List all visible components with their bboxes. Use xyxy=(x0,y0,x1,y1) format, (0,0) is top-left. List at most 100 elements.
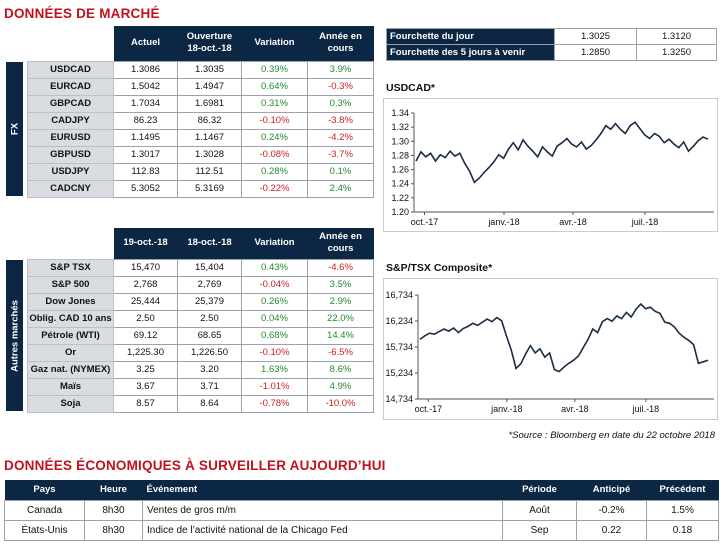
eco-pays: États-Unis xyxy=(4,520,85,541)
eco-header-anticipe: Anticipé xyxy=(576,480,647,501)
fx-ytd: -4.2% xyxy=(307,128,374,147)
fx-side-label: FX xyxy=(6,62,23,196)
source-note: *Source : Bloomberg en date du 22 octobr… xyxy=(508,430,715,441)
x-tick-label: avr.-18 xyxy=(561,404,589,414)
fx-var: -0.22% xyxy=(241,179,308,198)
other-cur: 25,444 xyxy=(113,292,178,311)
fx-var: 0.28% xyxy=(241,162,308,181)
other-row: S&P 500 2,768 2,769 -0.04% 3.5% xyxy=(27,275,374,294)
range-day-low: 1.3025 xyxy=(554,28,637,45)
other-cur: 15,470 xyxy=(113,258,178,277)
other-name: Soja xyxy=(27,394,114,413)
fx-ytd: 3.9% xyxy=(307,60,374,79)
other-row: S&P TSX 15,470 15,404 0.43% -4.6% xyxy=(27,258,374,277)
other-name: Maïs xyxy=(27,377,114,396)
eco-periode: Sep xyxy=(502,520,577,541)
other-name: Gaz nat. (NYMEX) xyxy=(27,360,114,379)
eco-anticipe: -0.2% xyxy=(576,500,647,521)
eco-periode: Août xyxy=(502,500,577,521)
y-tick-label: 14,734 xyxy=(385,394,413,404)
fx-name: EURCAD xyxy=(27,77,114,96)
eco-anticipe: 0.22 xyxy=(576,520,647,541)
other-ytd: -6.5% xyxy=(307,343,374,362)
fx-var: 0.39% xyxy=(241,60,308,79)
fx-cur: 1.3017 xyxy=(113,145,178,164)
eco-precedent: 1.5% xyxy=(646,500,719,521)
y-tick-label: 1.34 xyxy=(391,108,409,118)
fx-cur: 86.23 xyxy=(113,111,178,130)
other-open: 3.20 xyxy=(177,360,242,379)
tsx-chart-title: S&P/TSX Composite* xyxy=(386,262,493,274)
other-var: -0.78% xyxy=(241,394,308,413)
y-tick-label: 1.32 xyxy=(391,122,409,132)
x-tick-label: janv.-18 xyxy=(490,404,522,414)
fx-var: 0.31% xyxy=(241,94,308,113)
fx-cur: 1.1495 xyxy=(113,128,178,147)
fx-open: 1.3035 xyxy=(177,60,242,79)
y-tick-label: 15,234 xyxy=(385,368,413,378)
market-title: DONNÉES DE MARCHÉ xyxy=(4,6,160,21)
other-row: Soja 8.57 8.64 -0.78% -10.0% xyxy=(27,394,374,413)
fx-name: EURUSD xyxy=(27,128,114,147)
y-tick-label: 15,734 xyxy=(385,342,413,352)
fx-open: 112.51 xyxy=(177,162,242,181)
other-name: Or xyxy=(27,343,114,362)
other-open: 2.50 xyxy=(177,309,242,328)
fx-open: 1.1467 xyxy=(177,128,242,147)
y-tick-label: 1.22 xyxy=(391,193,409,203)
fx-var: 0.64% xyxy=(241,77,308,96)
fx-side-label-text: FX xyxy=(9,122,20,136)
other-row: Pétrole (WTI) 69.12 68.65 0.68% 14.4% xyxy=(27,326,374,345)
fx-open: 1.3028 xyxy=(177,145,242,164)
fx-header-empty xyxy=(27,26,114,61)
other-side-label: Autres marchés xyxy=(6,260,23,411)
other-var: -1.01% xyxy=(241,377,308,396)
other-name: S&P 500 xyxy=(27,275,114,294)
other-cur: 2.50 xyxy=(113,309,178,328)
series-line xyxy=(415,121,709,184)
fx-open: 1.4947 xyxy=(177,77,242,96)
eco-row: Canada 8h30 Ventes de gros m/m Août -0.2… xyxy=(4,500,719,521)
fx-ytd: -3.8% xyxy=(307,111,374,130)
fx-header-variation: Variation xyxy=(241,26,308,61)
usdcad-chart-svg: 1.20 1.22 1.24 1.26 1.28 1.30 1.32 1.34 oct.-17 j… xyxy=(391,108,714,227)
other-cur: 8.57 xyxy=(113,394,178,413)
range-day-high: 1.3120 xyxy=(636,28,717,45)
eco-evenement: Ventes de gros m/m xyxy=(142,500,503,521)
economic-table: Pays Heure Événement Période Anticipé Pr… xyxy=(4,480,719,541)
eco-header-heure: Heure xyxy=(84,480,143,501)
fx-ytd: 0.3% xyxy=(307,94,374,113)
x-tick-label: avr.-18 xyxy=(559,217,587,227)
x-tick-label: oct.-17 xyxy=(411,217,439,227)
range-5day-label: Fourchette des 5 jours à venir xyxy=(386,44,555,61)
eco-row: États-Unis 8h30 Indice de l’activité nat… xyxy=(4,520,719,541)
other-row: Or 1,225.30 1,226.50 -0.10% -6.5% xyxy=(27,343,374,362)
fx-row: EURCAD 1.5042 1.4947 0.64% -0.3% xyxy=(27,77,374,96)
eco-heure: 8h30 xyxy=(84,520,143,541)
y-tick-label: 1.28 xyxy=(391,150,409,160)
fx-open: 5.3169 xyxy=(177,179,242,198)
other-open: 25,379 xyxy=(177,292,242,311)
other-open: 15,404 xyxy=(177,258,242,277)
other-ytd: 22.0% xyxy=(307,309,374,328)
fx-header-ouverture: Ouverture 18-oct.-18 xyxy=(177,26,242,61)
economic-title: DONNÉES ÉCONOMIQUES À SURVEILLER AUJOURD… xyxy=(4,458,386,473)
other-name: Pétrole (WTI) xyxy=(27,326,114,345)
fx-var: 0.24% xyxy=(241,128,308,147)
other-var: -0.10% xyxy=(241,343,308,362)
fx-row: USDJPY 112.83 112.51 0.28% 0.1% xyxy=(27,162,374,181)
fx-cur: 112.83 xyxy=(113,162,178,181)
fx-table: Actuel Ouverture 18-oct.-18 Variation An… xyxy=(27,26,374,198)
fx-ytd: 0.1% xyxy=(307,162,374,181)
tsx-chart-svg: 14,734 15,234 15,734 16,234 16,734 oct.-17 jan… xyxy=(385,290,714,414)
other-ytd: 8.6% xyxy=(307,360,374,379)
other-name: Dow Jones xyxy=(27,292,114,311)
other-header-date2: 18-oct.-18 xyxy=(177,228,242,259)
eco-evenement: Indice de l’activité national de la Chic… xyxy=(142,520,503,541)
other-var: 0.43% xyxy=(241,258,308,277)
other-row: Maïs 3.67 3.71 -1.01% 4.9% xyxy=(27,377,374,396)
other-row: Dow Jones 25,444 25,379 0.26% 2.9% xyxy=(27,292,374,311)
fx-open: 1.6981 xyxy=(177,94,242,113)
y-tick-label: 16,734 xyxy=(385,290,413,300)
other-ytd: 14.4% xyxy=(307,326,374,345)
